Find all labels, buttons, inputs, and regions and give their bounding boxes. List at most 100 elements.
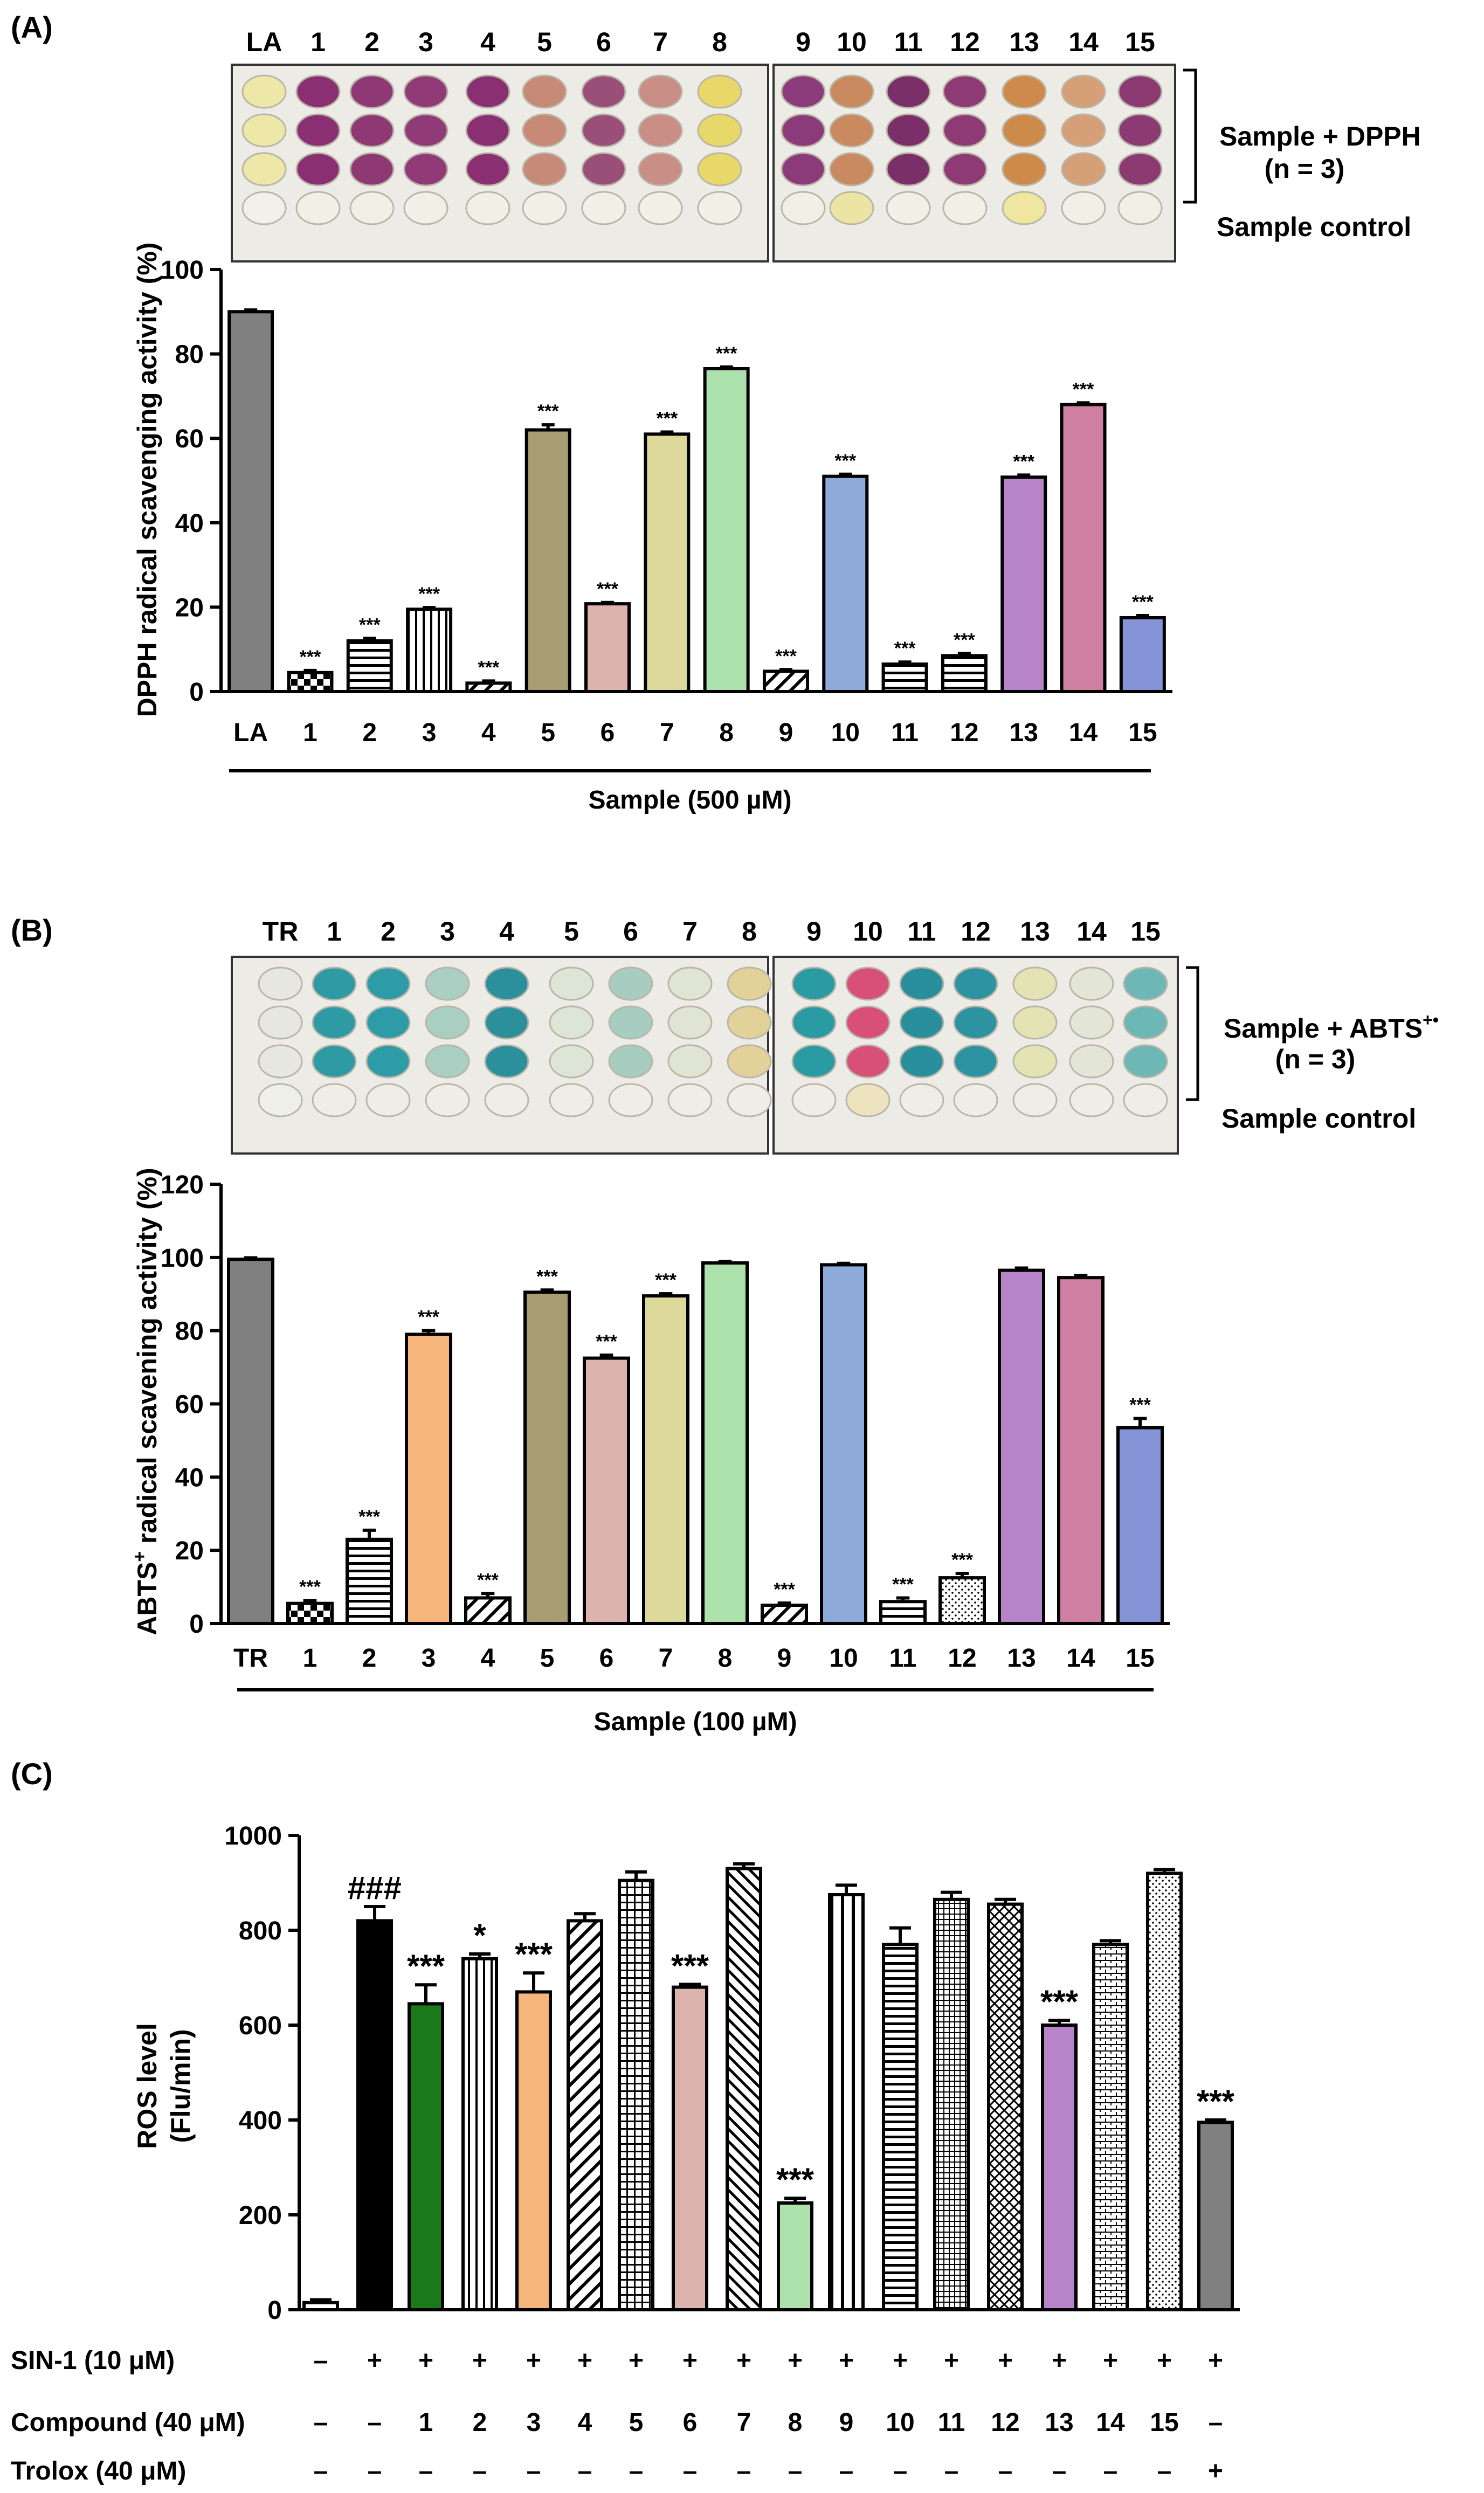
significance-label: *** [596, 1331, 617, 1352]
plate-well [484, 1083, 529, 1117]
plate-well [845, 1044, 891, 1079]
plate-well [829, 113, 874, 148]
treatment-cell: – [944, 2457, 959, 2485]
treatment-cell: + [788, 2346, 803, 2375]
x-tick-label: 13 [1010, 719, 1038, 747]
bar [642, 1294, 689, 1625]
chart-b: 0 20 40 60 80 100 120 TR *** 1 *** 2 *** 3 *** 4 *** 5 ***… [129, 1168, 1170, 1736]
plate-b-row-label: Sample + ABTS+• [1224, 1010, 1439, 1044]
x-tick-label: 13 [1007, 1644, 1036, 1673]
plate-well [942, 74, 988, 109]
bar [941, 654, 988, 693]
significance-label: *** [1073, 379, 1094, 399]
treatment-cell: + [893, 2346, 908, 2375]
bar [408, 2002, 444, 2311]
x-tick-label: 1 [303, 719, 317, 747]
significance-label: *** [1197, 2083, 1235, 2119]
treatment-cell: 7 [737, 2408, 751, 2437]
bar [302, 2301, 339, 2311]
plate-well [349, 113, 395, 148]
plate-well [241, 191, 287, 225]
plate-well [349, 191, 395, 225]
plate-well [829, 74, 874, 109]
bar [465, 681, 512, 693]
x-tick-label: 8 [719, 719, 734, 747]
y-tick-label: 60 [175, 425, 204, 453]
plate-well [258, 1005, 303, 1040]
panel-b-label: (B) [11, 913, 53, 947]
panel-c: (C) 0 200 400 600 800 1000 ROS level (Flu/min) #… [11, 1757, 1240, 2485]
bar [461, 1957, 498, 2312]
bar [1116, 1426, 1164, 1625]
treatment-cell: + [1208, 2346, 1223, 2375]
x-tick-label: 11 [889, 1644, 917, 1673]
chart-a: 0 20 40 60 80 100 LA *** 1 *** 2 *** 3 *** 4 *** 5 *** 6 **… [132, 243, 1172, 814]
plate-well [549, 1005, 594, 1040]
plate-well [781, 74, 826, 109]
plate-column-label: LA [246, 27, 282, 57]
treatment-cell: – [578, 2457, 592, 2485]
y-tick-label: 0 [189, 678, 204, 707]
plate-well [953, 1044, 998, 1079]
plate-well [425, 1083, 470, 1117]
plate-well [549, 966, 594, 1001]
plate-well [1123, 1044, 1168, 1079]
plate-well [1123, 966, 1168, 1001]
plate-column-label: 15 [1130, 916, 1161, 947]
bar [828, 1893, 865, 2311]
plate-well [886, 113, 931, 148]
plate-well [425, 966, 470, 1001]
significance-label: *** [671, 1948, 709, 1984]
y-tick-label: 0 [267, 2296, 282, 2325]
treatment-cell: + [736, 2346, 751, 2375]
y-tick-label: 20 [175, 1537, 204, 1565]
plate-well [781, 152, 826, 187]
significance-label: *** [951, 1550, 973, 1570]
x-tick-label: 1 [303, 1644, 317, 1673]
significance-label: *** [478, 657, 500, 678]
significance-label: *** [597, 579, 618, 599]
x-tick-label: 3 [422, 1644, 436, 1673]
significance-label: *** [359, 614, 381, 635]
plate-column-label: 9 [806, 916, 822, 947]
plate-well [608, 1083, 653, 1117]
x-tick-label: 12 [948, 1644, 976, 1673]
treatment-row-label: Compound (40 μM) [11, 2408, 245, 2437]
significance-label: *** [1040, 1984, 1079, 2020]
plate-well [638, 191, 683, 225]
x-tick-label: 8 [718, 1644, 733, 1673]
bar [672, 1985, 708, 2312]
bar [524, 428, 571, 693]
treatment-cell: + [577, 2346, 592, 2375]
y-tick-label: 0 [189, 1610, 204, 1639]
plate-b-column-labels: TR 1 2 3 4 5 6 7 8 9 10 11 12 13 14 15 [263, 916, 1161, 947]
plate-well [1002, 74, 1047, 109]
treatment-cell: + [998, 2346, 1013, 2375]
plate-column-label: 11 [908, 916, 936, 947]
plate-well [1061, 113, 1106, 148]
y-tick-label: 20 [175, 593, 204, 622]
plate-well [638, 113, 683, 148]
plate-well [608, 1005, 653, 1040]
plate-well [403, 191, 448, 225]
x-tick-label: 2 [362, 1644, 377, 1673]
treatment-cell: 1 [419, 2408, 433, 2437]
treatment-cell: + [1208, 2457, 1223, 2485]
plate-well [1002, 191, 1047, 225]
significance-label: *** [515, 1936, 553, 1972]
plate-well [1061, 74, 1106, 109]
plate-b-bracket [1186, 966, 1199, 1101]
plate-well [295, 191, 341, 225]
plate-well [697, 74, 742, 109]
plate-column-label: 14 [1076, 916, 1107, 947]
plate-column-label: 5 [564, 916, 579, 947]
plate-well [781, 191, 826, 225]
plate-well [638, 74, 683, 109]
treatment-cell: – [1103, 2457, 1118, 2485]
bar [822, 474, 869, 693]
plate-well [258, 1083, 303, 1117]
plate-well [1061, 191, 1106, 225]
x-tick-label: 14 [1066, 1644, 1095, 1673]
treatment-cell: + [1157, 2346, 1172, 2375]
x-tick-label: 4 [481, 719, 496, 747]
